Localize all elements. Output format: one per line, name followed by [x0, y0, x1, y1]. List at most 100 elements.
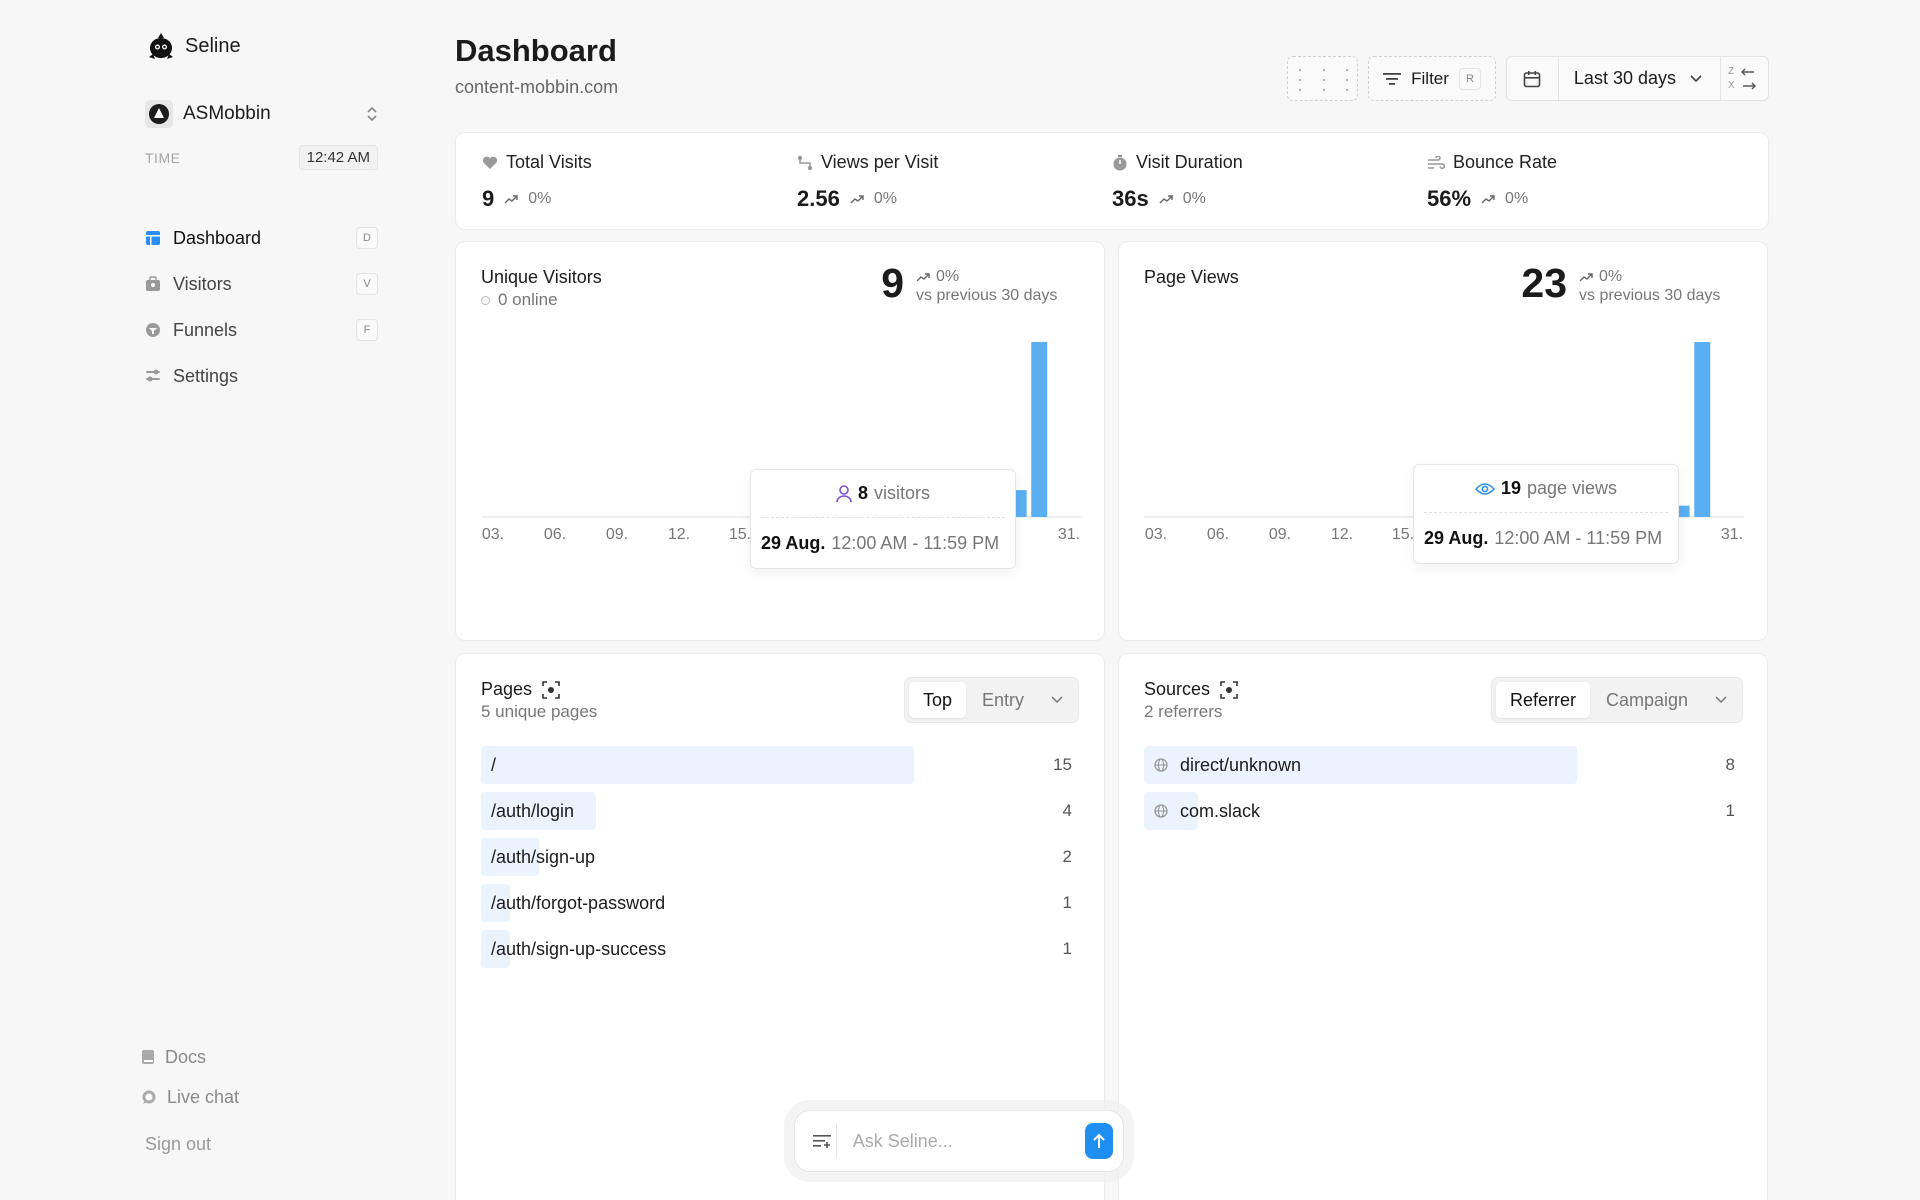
workspace-name: ASMobbin [183, 103, 271, 124]
stat-views-per-visit[interactable]: Views per Visit 2.56 0% [797, 152, 1112, 211]
sidebar-nav: Dashboard D Visitors V Funnels F Setting… [145, 215, 378, 399]
unique-visitors-card: Unique Visitors 0 online 9 0% vs previou… [455, 241, 1105, 641]
sidebar-item-visitors[interactable]: Visitors V [145, 261, 378, 307]
workspace-logo-icon [145, 100, 173, 128]
stat-value: 56% [1427, 186, 1472, 211]
sources-card: Sources 2 referrers Referrer Campaign di… [1118, 653, 1768, 1200]
calendar-button[interactable] [1507, 57, 1559, 100]
site-domain: content-mobbin.com [455, 77, 619, 97]
shortcut-key: Z [1728, 66, 1735, 77]
chart-title: Page Views [1144, 267, 1239, 287]
sidebar-item-label: Funnels [173, 319, 238, 340]
focus-scan-icon[interactable] [542, 680, 560, 699]
list-item[interactable]: /auth/sign-up 2 [481, 834, 1082, 880]
ask-options-button[interactable] [813, 1124, 837, 1158]
tooltip-count: 8 [857, 483, 868, 503]
drag-handle-button[interactable] [1287, 56, 1359, 101]
ask-input[interactable] [836, 1130, 1085, 1152]
chart-bar[interactable] [1694, 342, 1711, 517]
tab-campaign[interactable]: Campaign [1606, 689, 1689, 710]
x-tick-label: 09. [1269, 526, 1291, 543]
send-button[interactable] [1084, 1123, 1113, 1159]
chevron-up-down-icon [367, 106, 377, 122]
user-icon [836, 484, 852, 502]
x-tick-label: 06. [1207, 526, 1229, 543]
chart-delta: 0% vs previous 30 days [1579, 267, 1720, 305]
chart-compare: vs previous 30 days [916, 287, 1058, 304]
stat-value: 2.56 [797, 186, 840, 211]
x-tick-label: 06. [544, 526, 566, 543]
stat-label: Bounce Rate [1453, 152, 1558, 172]
row-bar [1144, 746, 1577, 784]
time-value: 12:42 AM [298, 145, 378, 170]
page-views-card: Page Views 23 0% vs previous 30 days 03.… [1118, 241, 1768, 641]
previous-period-button[interactable]: Z [1728, 66, 1768, 77]
row-value: 1 [1725, 801, 1735, 820]
pages-subtitle: 5 unique pages [481, 702, 598, 721]
globe-icon [1154, 804, 1168, 818]
sources-tab-dropdown[interactable] [1704, 696, 1738, 704]
stat-bounce-rate[interactable]: Bounce Rate 56% 0% [1427, 152, 1742, 211]
ask-bar [794, 1110, 1124, 1172]
tooltip-unit: page views [1526, 478, 1618, 498]
row-label: com.slack [1144, 801, 1726, 822]
stat-total-visits[interactable]: Total Visits 9 0% [482, 152, 797, 211]
chevron-down-icon [1690, 74, 1702, 82]
filter-label: Filter [1411, 68, 1449, 88]
tooltip-date: 29 Aug. [761, 532, 826, 553]
row-label-text: direct/unknown [1180, 754, 1302, 775]
workspace-switcher[interactable]: ASMobbin [145, 99, 378, 129]
sidebar-item-settings[interactable]: Settings [145, 353, 378, 399]
sidebar-item-funnels[interactable]: Funnels F [145, 307, 378, 353]
brand[interactable]: Seline [145, 30, 241, 62]
chevron-down-icon [1051, 696, 1063, 704]
stat-change: 0% [1505, 190, 1529, 207]
row-label: /auth/login [481, 801, 1063, 822]
shortcut-key: R [1458, 67, 1481, 90]
sign-out-link[interactable]: Sign out [145, 1134, 212, 1154]
chart-bar[interactable] [1031, 342, 1048, 517]
list-item[interactable]: /auth/login 4 [481, 788, 1082, 834]
stat-value: 9 [482, 186, 495, 211]
chevron-down-icon [1715, 696, 1727, 704]
chart-bar[interactable] [1673, 505, 1690, 517]
row-label: /auth/sign-up-success [481, 939, 1063, 960]
focus-scan-icon[interactable] [1220, 680, 1238, 699]
date-range-group: Last 30 days Z X [1505, 56, 1769, 101]
stopwatch-icon [1113, 154, 1127, 170]
x-tick-label: 15. [1392, 526, 1414, 543]
shortcut-key: D [356, 227, 378, 249]
visitors-icon [145, 276, 161, 292]
pages-tabs: Top Entry [904, 677, 1080, 723]
list-item[interactable]: direct/unknown 8 [1144, 742, 1745, 788]
sidebar-item-dashboard[interactable]: Dashboard D [145, 215, 378, 261]
chart-tooltip: 19 page views 29 Aug. 12:00 AM - 11:59 PM [1413, 464, 1679, 564]
row-label-text: /auth/login [491, 800, 575, 821]
next-period-button[interactable]: X [1728, 80, 1768, 91]
arrow-left-icon [1741, 68, 1755, 75]
sidebar: Seline ASMobbin TIME 12:42 AM Dashboard … [0, 0, 420, 1200]
list-item[interactable]: /auth/sign-up-success 1 [481, 926, 1082, 972]
tooltip-time: 12:00 AM - 11:59 PM [831, 532, 1000, 553]
list-item[interactable]: com.slack 1 [1144, 788, 1745, 834]
filter-button[interactable]: Filter R [1368, 56, 1496, 101]
trend-up-icon [504, 195, 518, 204]
list-item[interactable]: /auth/forgot-password 1 [481, 880, 1082, 926]
docs-link[interactable]: Docs [141, 1037, 374, 1077]
date-range-select[interactable]: Last 30 days [1559, 57, 1720, 100]
tooltip-date: 29 Aug. [1424, 527, 1489, 548]
settings-icon [145, 368, 161, 384]
row-label-text: /auth/sign-up-success [491, 938, 667, 959]
tab-referrer[interactable]: Referrer [1496, 682, 1591, 718]
live-chat-link[interactable]: Live chat [141, 1077, 374, 1117]
list-item[interactable]: / 15 [481, 742, 1082, 788]
tab-entry[interactable]: Entry [982, 689, 1025, 710]
sidebar-item-label: Dashboard [173, 227, 262, 248]
stat-label: Views per Visit [821, 152, 939, 172]
online-status: 0 online [481, 290, 558, 310]
tab-top[interactable]: Top [909, 682, 967, 718]
chart-total: 23 [1521, 260, 1567, 306]
stat-label: Visit Duration [1136, 152, 1243, 172]
pages-tab-dropdown[interactable] [1040, 696, 1074, 704]
stat-visit-duration[interactable]: Visit Duration 36s 0% [1112, 152, 1427, 211]
